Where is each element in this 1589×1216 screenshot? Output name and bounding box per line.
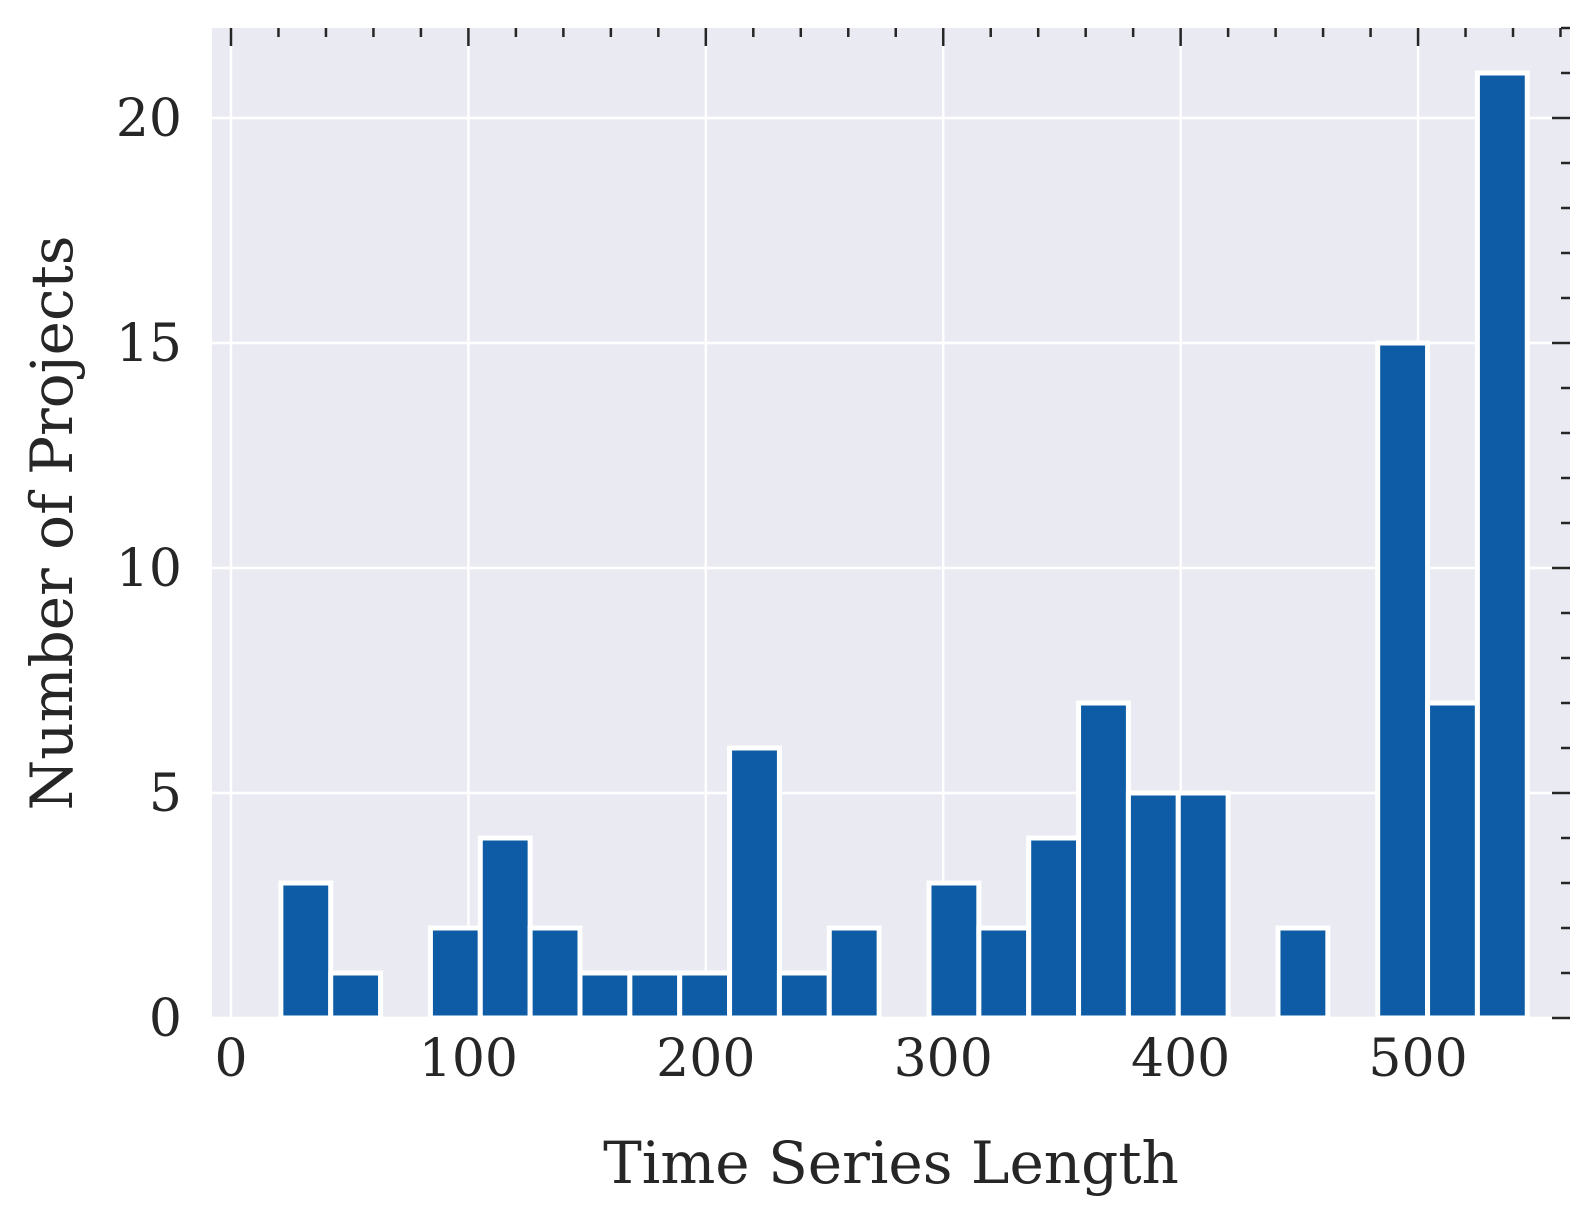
histogram-bar <box>677 970 733 1021</box>
x-tick-labels: 0 100 200 300 400 500 <box>214 1029 1467 1089</box>
x-tick-label: 0 <box>214 1029 247 1089</box>
y-tick-label: 15 <box>116 314 182 374</box>
histogram-bar <box>627 970 683 1021</box>
y-tick-label: 0 <box>149 989 182 1049</box>
x-tick-label: 300 <box>894 1029 993 1089</box>
histogram-bar <box>577 970 633 1021</box>
histogram-bar <box>1026 835 1082 1021</box>
histogram-bar <box>278 880 334 1021</box>
histogram-bar <box>427 925 483 1021</box>
minor-ticks <box>229 26 1570 1020</box>
histogram-bar <box>1275 925 1331 1021</box>
x-tick-label: 200 <box>656 1029 755 1089</box>
histogram-bar <box>1474 70 1530 1021</box>
histogram-bar <box>1125 790 1181 1021</box>
histogram-bar <box>328 970 384 1021</box>
y-tick-labels: 0 5 10 15 20 <box>116 89 182 1049</box>
histogram-bar <box>976 925 1032 1021</box>
histogram-bar <box>727 745 782 1021</box>
y-axis-label: Number of Projects <box>18 235 86 810</box>
histogram-bar <box>1076 700 1131 1021</box>
y-tick-label: 20 <box>116 89 182 149</box>
histogram-bar <box>776 970 832 1021</box>
x-tick-label: 100 <box>419 1029 518 1089</box>
x-tick-label: 500 <box>1368 1029 1467 1089</box>
y-tick-label: 5 <box>149 764 182 824</box>
x-axis-label: Time Series Length <box>603 1129 1179 1197</box>
histogram-bar <box>477 835 533 1021</box>
x-tick-label: 400 <box>1131 1029 1230 1089</box>
histogram-bar <box>1175 790 1231 1021</box>
y-tick-label: 10 <box>116 539 182 599</box>
histogram-bar <box>1425 700 1480 1021</box>
bars <box>278 70 1530 1021</box>
histogram-bar <box>527 925 583 1021</box>
histogram-bar <box>926 880 982 1021</box>
histogram-bar <box>1375 340 1431 1021</box>
histogram-bar <box>826 925 882 1021</box>
plot-background <box>212 28 1570 1018</box>
